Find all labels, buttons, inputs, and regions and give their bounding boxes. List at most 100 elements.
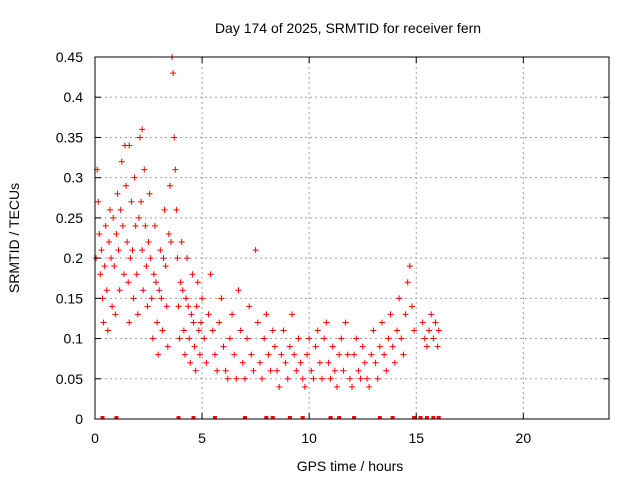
zero-marker <box>337 416 342 419</box>
data-point <box>432 319 439 326</box>
plot-frame <box>94 56 610 420</box>
data-point <box>178 239 185 246</box>
data-point <box>344 351 351 358</box>
y-tick-label: 0.25 <box>56 210 83 226</box>
data-point <box>181 351 188 358</box>
data-point <box>191 343 198 350</box>
data-point <box>396 295 403 302</box>
data-point <box>166 182 173 189</box>
data-point <box>351 351 358 358</box>
data-point <box>269 327 276 334</box>
data-point <box>183 295 190 302</box>
data-point <box>256 359 263 366</box>
data-point <box>372 359 379 366</box>
data-point <box>340 367 347 374</box>
y-tick-labels: 0 0.05 0.1 0.15 0.2 0.25 0.3 0.35 0.4 0.45 <box>56 49 83 427</box>
y-axis-label: SRMTID / TECUs <box>6 183 22 293</box>
y-tick-label: 0.45 <box>56 49 83 65</box>
data-point <box>109 303 116 310</box>
data-point <box>130 295 137 302</box>
data-point <box>411 327 418 334</box>
data-point <box>174 255 181 262</box>
data-point <box>342 319 349 326</box>
data-point <box>327 375 334 382</box>
data-point <box>284 375 291 382</box>
y-tick-label: 0.35 <box>56 129 83 145</box>
data-point <box>190 319 197 326</box>
zero-marker <box>328 416 333 419</box>
data-point <box>226 335 233 342</box>
data-point <box>194 279 201 286</box>
data-point <box>147 255 154 262</box>
data-point <box>282 359 289 366</box>
data-point <box>101 263 108 270</box>
data-point <box>261 335 268 342</box>
data-point <box>171 134 178 141</box>
data-point <box>304 351 311 358</box>
data-point <box>278 351 285 358</box>
data-point <box>383 367 390 374</box>
zero-marker <box>300 416 305 419</box>
data-point <box>205 311 212 318</box>
data-point <box>312 343 319 350</box>
data-point <box>112 311 119 318</box>
data-point <box>252 247 259 254</box>
data-point <box>142 222 149 229</box>
x-tick-label: 15 <box>408 430 424 446</box>
data-point <box>161 206 168 213</box>
data-point <box>144 303 151 310</box>
data-point <box>280 327 287 334</box>
data-point <box>423 343 430 350</box>
data-point <box>127 255 134 262</box>
data-point <box>211 351 218 358</box>
data-point <box>136 134 143 141</box>
data-point <box>357 375 364 382</box>
data-point <box>105 239 112 246</box>
data-point <box>103 287 110 294</box>
data-point <box>398 335 405 342</box>
data-point <box>289 311 296 318</box>
zero-marker <box>100 416 105 419</box>
data-point <box>159 327 166 334</box>
data-point <box>334 383 341 390</box>
data-point <box>125 279 132 286</box>
data-point <box>196 351 203 358</box>
data-point <box>366 383 373 390</box>
data-point <box>195 327 202 334</box>
zero-marker <box>412 416 417 419</box>
data-point <box>133 271 140 278</box>
data-point <box>295 335 302 342</box>
x-axis-label: GPS time / hours <box>297 458 404 474</box>
zero-marker <box>377 416 382 419</box>
data-point <box>185 303 192 310</box>
zero-marker <box>212 416 217 419</box>
data-point <box>129 247 136 254</box>
data-point <box>186 335 193 342</box>
y-tick-label: 0.2 <box>64 250 84 266</box>
data-point <box>170 70 177 77</box>
data-point <box>151 222 158 229</box>
data-point <box>184 255 191 262</box>
zero-marker <box>436 416 441 419</box>
data-point <box>250 367 257 374</box>
zero-marker <box>176 416 181 419</box>
data-point <box>271 343 278 350</box>
data-point <box>239 359 246 366</box>
data-point <box>175 303 182 310</box>
zero-marker <box>418 416 423 419</box>
data-point <box>331 367 338 374</box>
zero-marker <box>287 416 292 419</box>
data-point <box>325 359 332 366</box>
data-point <box>111 263 118 270</box>
data-point <box>346 375 353 382</box>
data-point <box>393 327 400 334</box>
chart-title: Day 174 of 2025, SRMTID for receiver fer… <box>215 20 481 36</box>
data-point <box>165 230 172 237</box>
data-point <box>189 271 196 278</box>
data-point <box>376 343 383 350</box>
data-point <box>120 271 127 278</box>
data-point <box>421 335 428 342</box>
x-tick-label: 20 <box>516 430 532 446</box>
data-point <box>237 327 244 334</box>
data-point <box>113 230 120 237</box>
